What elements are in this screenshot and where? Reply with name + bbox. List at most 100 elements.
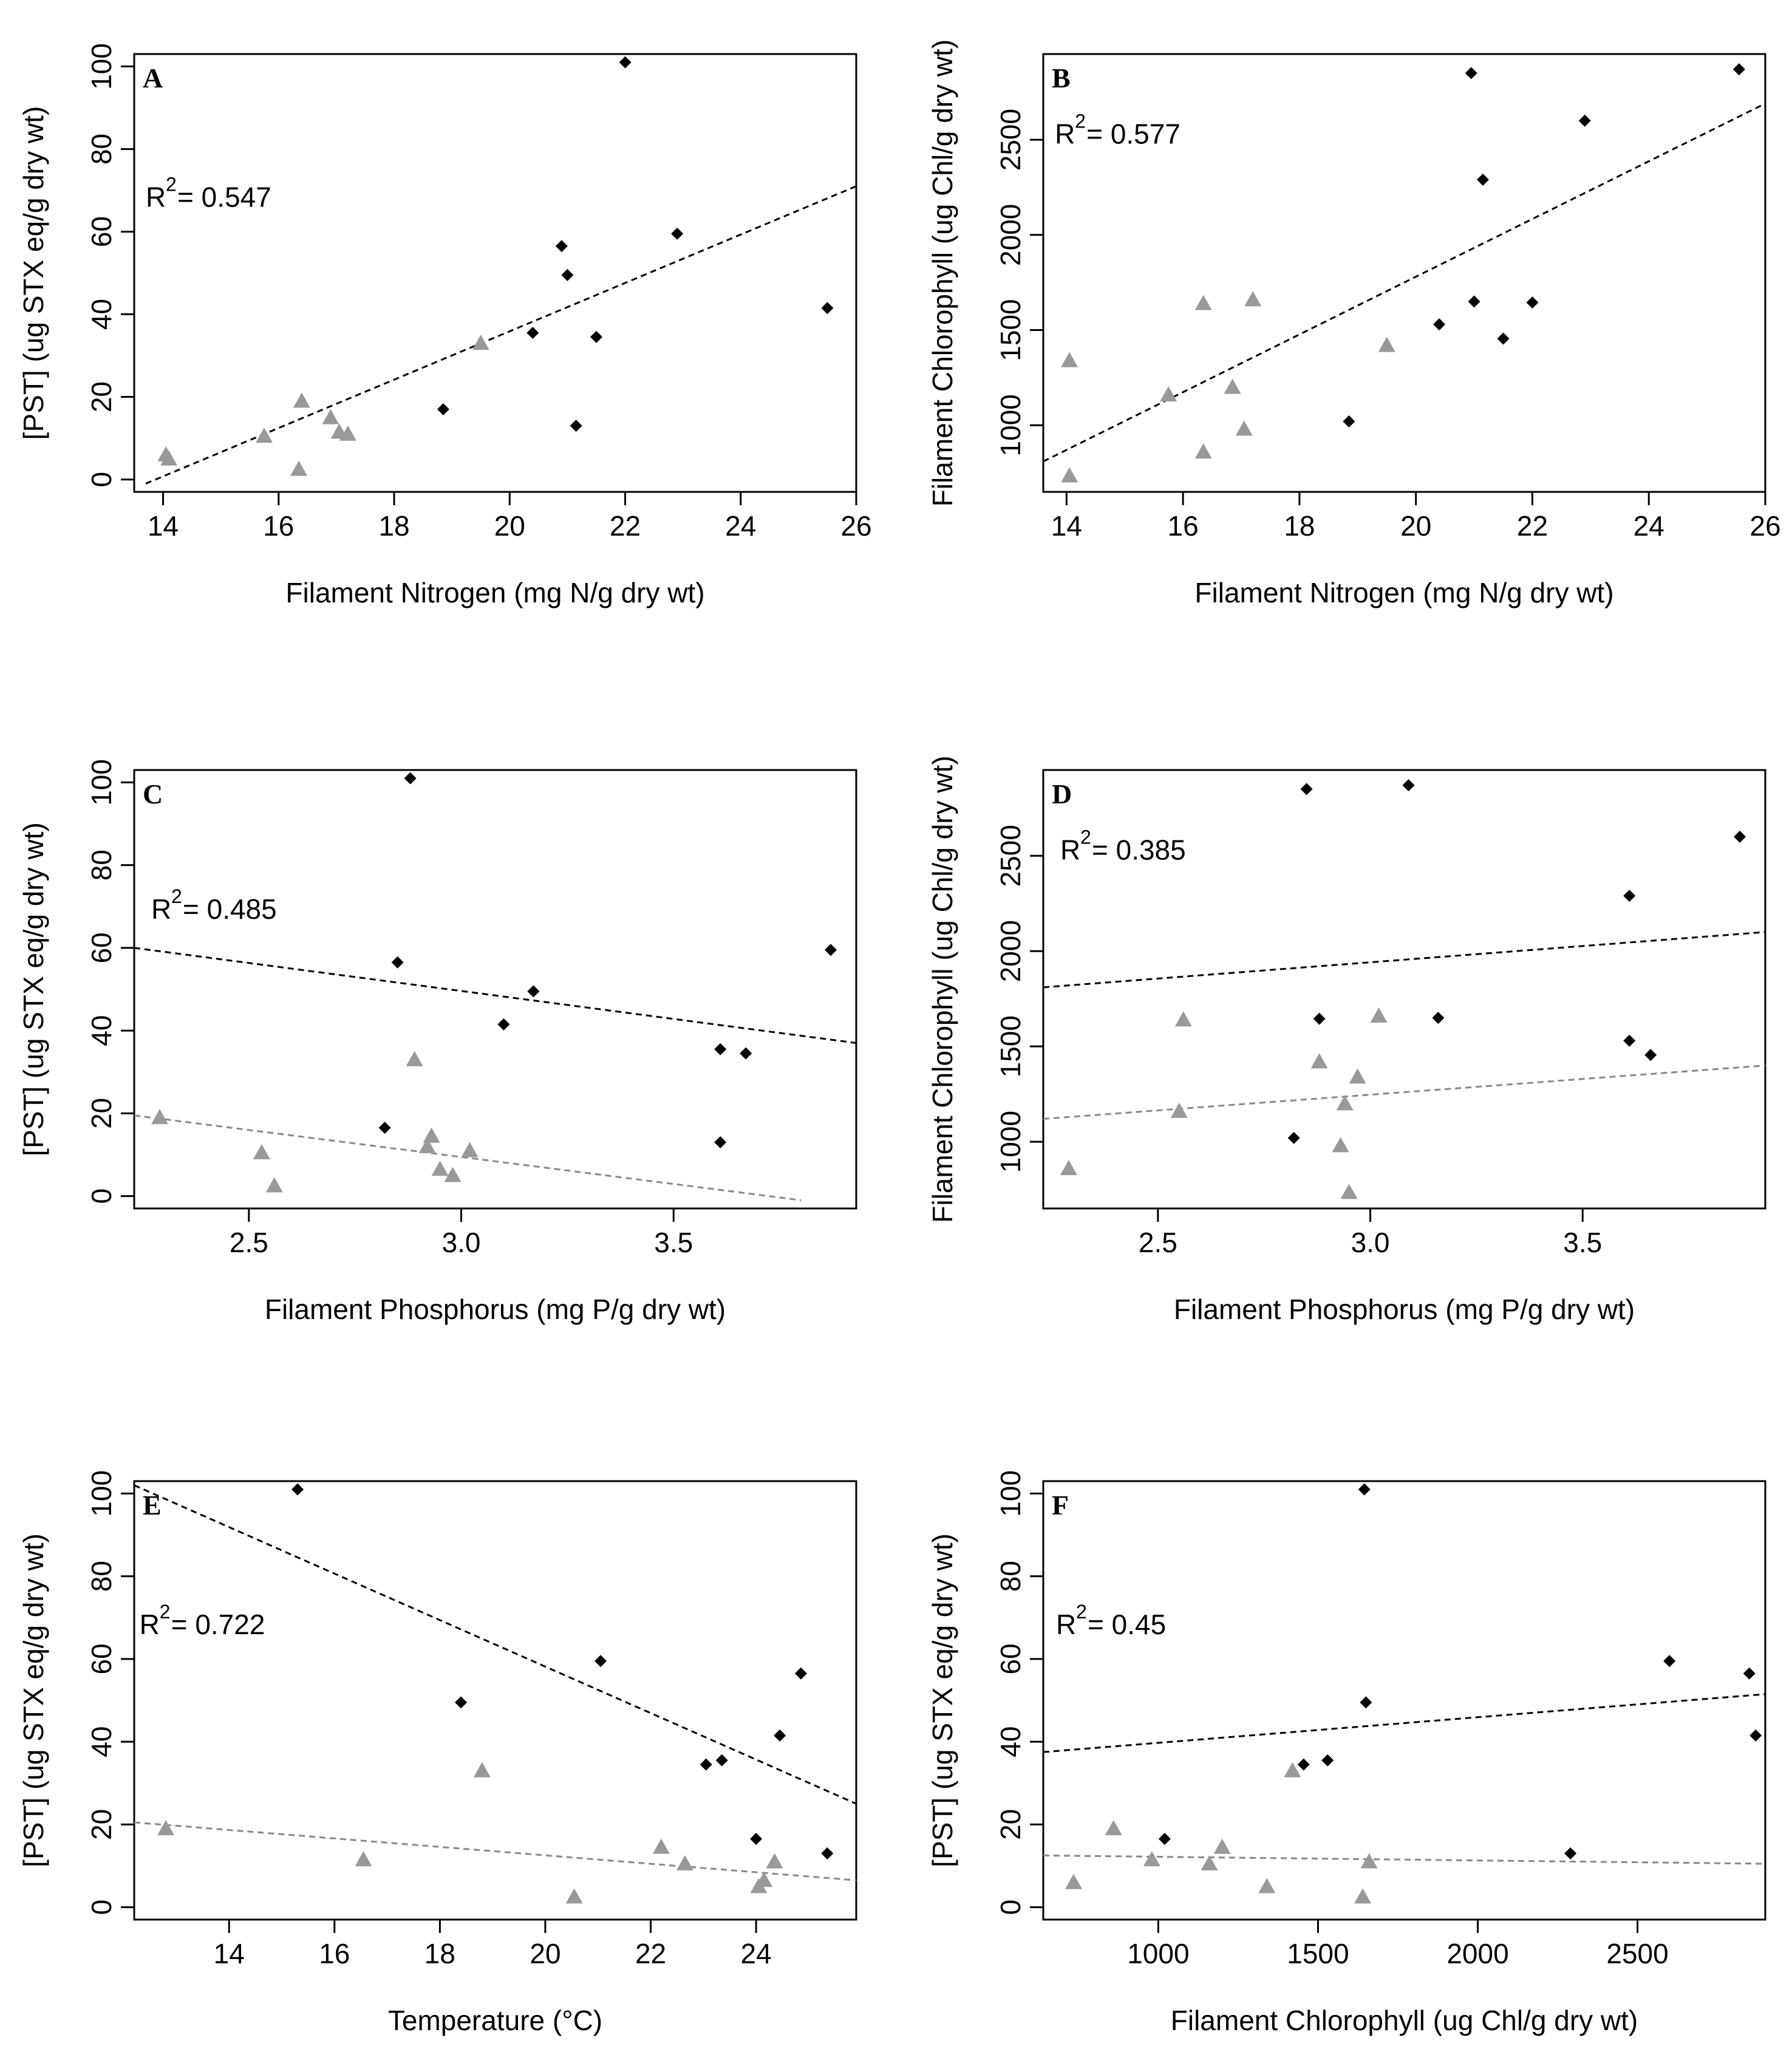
data-point-diamond xyxy=(1749,1729,1762,1742)
x-axis-label: Temperature (°C) xyxy=(388,2005,602,2036)
y-tick-label: 0 xyxy=(86,1900,117,1915)
data-point-triangle xyxy=(1201,1855,1218,1871)
data-point-diamond xyxy=(391,956,404,969)
x-tick-label: 14 xyxy=(214,1938,245,1969)
x-tick-label: 24 xyxy=(725,510,756,542)
x-tick-label: 16 xyxy=(1168,510,1199,542)
y-tick-label: 0 xyxy=(995,1900,1026,1915)
data-point-triangle xyxy=(1061,467,1078,483)
data-point-triangle xyxy=(1061,352,1078,367)
y-tick-label: 60 xyxy=(86,1643,117,1674)
y-tick-label: 20 xyxy=(86,381,117,412)
data-point-diamond xyxy=(1158,1833,1171,1845)
data-point-triangle xyxy=(1105,1820,1122,1836)
data-point-triangle xyxy=(431,1160,449,1176)
x-tick-label: 2000 xyxy=(1446,1938,1508,1969)
data-point-diamond xyxy=(1578,114,1591,127)
data-point-triangle xyxy=(355,1851,372,1867)
r-squared-value: = 0.722 xyxy=(171,1609,265,1640)
plot-frame xyxy=(1042,1480,1766,1921)
plot-frame xyxy=(133,53,857,493)
data-point-diamond xyxy=(526,327,539,339)
data-point-triangle xyxy=(1170,1102,1188,1118)
panel-b: 14 16 18 20 22 24 26 1000 1500 2000 2500 Filament N… xyxy=(927,39,1781,608)
x-axis-label: Filament Phosphorus (mg P/g dry wt) xyxy=(1174,1293,1635,1325)
x-tick-label: 18 xyxy=(424,1938,455,1969)
y-tick-label: 100 xyxy=(995,1470,1026,1517)
data-point-triangle xyxy=(461,1142,479,1157)
y-axis-label: [PST] (ug STX eq/g dry wt) xyxy=(927,1533,958,1867)
r-squared-exponent: 2 xyxy=(160,1601,171,1623)
r-squared-exponent: 2 xyxy=(166,174,177,196)
r-squared-label: R xyxy=(151,893,171,925)
y-tick-label: 0 xyxy=(86,472,117,488)
y-tick-label: 60 xyxy=(86,216,117,247)
data-point-triangle xyxy=(1354,1888,1372,1904)
data-point-diamond xyxy=(555,240,568,253)
data-point-triangle xyxy=(265,1177,283,1193)
y-tick-label: 100 xyxy=(86,759,117,806)
x-tick-label: 14 xyxy=(148,510,179,542)
data-point-diamond xyxy=(821,1847,834,1860)
r-squared-value: = 0.485 xyxy=(183,893,277,925)
data-point-triangle xyxy=(1065,1873,1082,1889)
data-point-triangle xyxy=(290,460,308,476)
x-tick-label: 3.0 xyxy=(442,1227,481,1258)
x-axis-label: Filament Nitrogen (mg N/g dry wt) xyxy=(285,577,704,608)
panel-letter: B xyxy=(1052,63,1071,94)
data-point-diamond xyxy=(455,1696,468,1709)
data-point-diamond xyxy=(570,420,582,432)
plot-frame xyxy=(133,769,857,1210)
data-point-triangle xyxy=(1378,336,1395,352)
data-point-diamond xyxy=(561,268,574,281)
x-axis-label: Filament Chlorophyll (ug Chl/g dry wt) xyxy=(1171,2005,1638,2036)
y-tick-label: 40 xyxy=(86,1726,117,1757)
data-point-diamond xyxy=(404,772,417,785)
data-point-triangle xyxy=(418,1137,436,1153)
r-squared-label: R xyxy=(1055,118,1075,149)
data-point-triangle xyxy=(766,1853,783,1869)
data-point-triangle xyxy=(256,428,273,443)
regression-line xyxy=(1043,103,1765,463)
data-point-triangle xyxy=(1194,443,1212,459)
r-squared-value: = 0.547 xyxy=(177,182,271,213)
panel-letter: E xyxy=(143,1490,162,1521)
r-squared-label: R xyxy=(1056,1609,1076,1640)
y-tick-label: 40 xyxy=(995,1726,1026,1757)
y-tick-label: 0 xyxy=(86,1188,117,1204)
data-point-triangle xyxy=(1284,1762,1301,1777)
y-tick-label: 2500 xyxy=(995,109,1026,171)
data-point-diamond xyxy=(1287,1131,1300,1144)
x-tick-label: 26 xyxy=(1749,510,1780,542)
data-point-triangle xyxy=(1340,1184,1358,1199)
y-tick-label: 2500 xyxy=(995,825,1026,887)
data-point-triangle xyxy=(1235,420,1253,436)
y-tick-label: 2000 xyxy=(995,204,1026,266)
panel-letter: A xyxy=(143,63,163,94)
regression-line xyxy=(1043,1693,1765,1753)
data-point-diamond xyxy=(700,1758,712,1771)
data-point-diamond xyxy=(1743,1667,1756,1680)
x-tick-label: 1000 xyxy=(1127,1938,1189,1969)
x-tick-label: 18 xyxy=(1284,510,1315,542)
x-tick-label: 18 xyxy=(378,510,409,542)
panel-d: 2.5 3.0 3.5 1000 1500 2000 2500 Filament Phosph… xyxy=(927,755,1766,1325)
data-point-triangle xyxy=(151,1109,168,1125)
x-tick-label: 2500 xyxy=(1606,1938,1668,1969)
data-point-triangle xyxy=(1194,295,1212,310)
data-point-diamond xyxy=(750,1833,763,1845)
y-tick-label: 80 xyxy=(86,134,117,165)
data-point-triangle xyxy=(652,1838,670,1854)
r-squared-value: = 0.577 xyxy=(1086,118,1180,149)
data-point-diamond xyxy=(1644,1049,1657,1062)
data-point-diamond xyxy=(1564,1847,1577,1860)
x-tick-label: 3.5 xyxy=(654,1227,693,1258)
data-point-diamond xyxy=(825,944,837,956)
regression-line xyxy=(134,947,856,1045)
data-point-diamond xyxy=(714,1136,727,1149)
y-tick-label: 1000 xyxy=(995,1111,1026,1173)
y-tick-label: 100 xyxy=(86,1470,117,1517)
data-point-diamond xyxy=(821,302,834,315)
data-point-triangle xyxy=(1160,386,1177,402)
